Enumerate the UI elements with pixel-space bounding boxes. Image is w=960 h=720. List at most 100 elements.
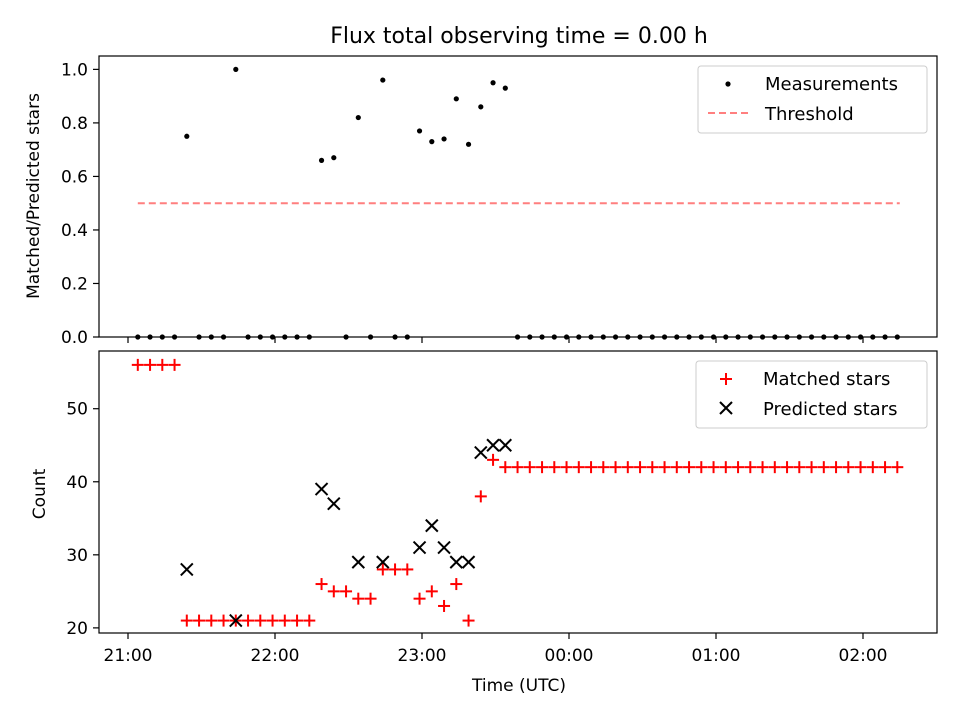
measurement-point xyxy=(453,96,459,102)
top-y-label: Matched/Predicted stars xyxy=(24,93,44,299)
matched-star-point xyxy=(511,461,524,474)
matched-star-point xyxy=(340,585,353,598)
matched-star-point xyxy=(695,461,708,474)
bottom-marks xyxy=(131,358,904,628)
measurement-point xyxy=(808,334,815,340)
bottom-x-tick-label: 02:00 xyxy=(839,646,888,666)
bottom-y-tick-label: 40 xyxy=(66,473,88,493)
matched-star-point xyxy=(572,461,585,474)
top-legend: Measurements Threshold xyxy=(697,65,928,134)
predicted-star-point xyxy=(412,540,427,555)
matched-star-point xyxy=(597,461,610,474)
matched-star-point xyxy=(499,461,512,474)
measurement-point xyxy=(416,128,423,134)
measurement-point xyxy=(502,85,508,91)
measurement-point xyxy=(870,334,876,340)
predicted-star-point xyxy=(314,482,329,496)
matched-star-point xyxy=(732,461,745,474)
top-y-tick-label: 0.2 xyxy=(61,274,88,294)
matched-star-point xyxy=(781,461,794,474)
matched-star-point xyxy=(425,585,438,598)
measurement-point xyxy=(135,334,141,340)
matched-star-point xyxy=(401,563,414,576)
matched-star-point xyxy=(462,614,475,627)
measurement-point xyxy=(674,334,680,340)
measurement-point xyxy=(257,334,263,340)
predicted-star-point xyxy=(474,445,488,460)
measurement-point xyxy=(208,334,214,340)
predicted-star-point xyxy=(351,555,366,569)
bottom-y-tick-label: 50 xyxy=(66,400,88,420)
measurement-point xyxy=(551,334,557,340)
measurement-point xyxy=(478,104,484,110)
matched-star-point xyxy=(254,614,267,627)
measurement-point xyxy=(857,334,864,340)
measurement-point xyxy=(723,334,729,340)
top-marks xyxy=(135,66,900,340)
matched-star-point xyxy=(168,358,181,371)
measurement-point xyxy=(661,334,668,340)
matched-star-point xyxy=(364,592,377,605)
matched-star-point xyxy=(768,461,781,474)
matched-star-point xyxy=(793,461,806,474)
bottom-x-axis: 21:00 22:00 23:00 00:00 01:00 02:00 xyxy=(104,633,888,666)
top-y-axis: 0.0 0.2 0.4 0.6 0.8 1.0 xyxy=(61,60,99,348)
top-panel: 0.0 0.2 0.4 0.6 0.8 1.0 Matched/Predicted sta… xyxy=(24,55,938,348)
matched-star-point xyxy=(193,614,206,627)
bottom-y-tick-label: 30 xyxy=(66,546,88,566)
legend-marker-predicted xyxy=(719,401,733,415)
top-x-ticks xyxy=(127,337,864,343)
bottom-legend: Matched stars Predicted stars xyxy=(695,360,928,429)
bottom-x-label: Time (UTC) xyxy=(471,676,566,696)
measurement-point xyxy=(392,334,398,340)
measurement-point xyxy=(600,334,606,340)
matched-star-point xyxy=(658,461,671,474)
matched-star-point xyxy=(291,614,304,627)
legend-label-threshold: Threshold xyxy=(764,104,854,125)
measurement-point xyxy=(821,334,827,340)
measurement-point xyxy=(343,334,349,340)
predicted-star-point xyxy=(498,438,513,452)
measurement-point xyxy=(159,334,165,340)
measurement-point xyxy=(894,334,900,340)
matched-star-point xyxy=(866,461,879,474)
measurement-point xyxy=(404,334,410,340)
matched-star-point xyxy=(646,461,659,474)
matched-star-point xyxy=(352,592,365,605)
matched-star-point xyxy=(744,461,757,474)
matched-star-point xyxy=(376,563,389,576)
measurement-point xyxy=(625,334,631,340)
measurement-point xyxy=(269,334,276,340)
matched-star-point xyxy=(242,614,255,627)
top-y-tick-label: 1.0 xyxy=(61,60,88,80)
matched-star-point xyxy=(266,614,279,627)
measurement-point xyxy=(367,334,374,340)
measurement-point xyxy=(318,157,325,163)
measurement-point xyxy=(612,334,619,340)
measurement-point xyxy=(306,334,312,340)
predicted-star-point xyxy=(229,613,243,628)
measurement-point xyxy=(527,334,533,340)
top-y-tick-label: 0.8 xyxy=(61,114,88,134)
bottom-y-label: Count xyxy=(30,468,50,519)
matched-star-point xyxy=(756,461,769,474)
matched-star-point xyxy=(548,461,561,474)
measurement-point xyxy=(220,334,227,340)
measurement-point xyxy=(735,334,741,340)
matched-star-point xyxy=(438,599,451,612)
bottom-x-tick-label: 23:00 xyxy=(398,646,447,666)
legend-label-measurements: Measurements xyxy=(765,74,898,95)
matched-star-point xyxy=(817,461,830,474)
matched-star-point xyxy=(670,461,683,474)
measurement-point xyxy=(490,80,496,86)
predicted-star-point xyxy=(180,562,194,577)
measurement-point xyxy=(710,334,717,340)
measurement-point xyxy=(637,334,643,340)
matched-star-point xyxy=(389,563,402,576)
measurement-point xyxy=(331,155,337,161)
measurement-point xyxy=(882,334,888,340)
predicted-star-point xyxy=(449,555,464,569)
bottom-x-tick-label: 01:00 xyxy=(692,646,741,666)
